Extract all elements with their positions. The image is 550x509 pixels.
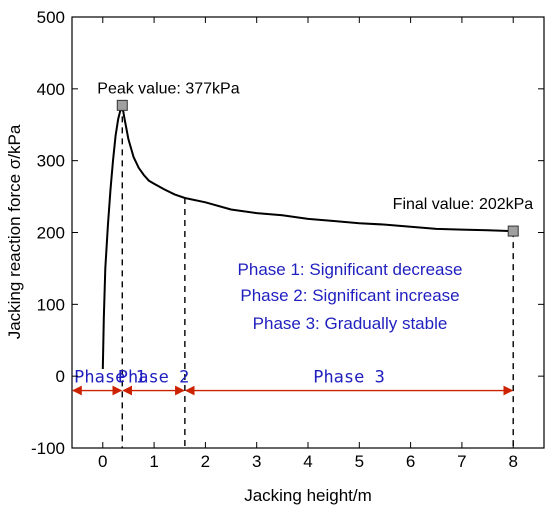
y-tick-label: 100 <box>37 295 65 314</box>
x-tick-label: 3 <box>252 452 261 471</box>
final-annotation: Final value: 202kPa <box>393 196 534 213</box>
y-tick-label: 500 <box>37 8 65 27</box>
phase-label: Phase 3 <box>313 368 385 388</box>
y-tick-label: 400 <box>37 80 65 99</box>
x-tick-label: 2 <box>201 452 210 471</box>
x-tick-label: 5 <box>355 452 364 471</box>
x-axis-label: Jacking height/m <box>244 486 372 505</box>
x-tick-label: 1 <box>149 452 158 471</box>
phase-description: Phase 3: Gradually stable <box>253 314 448 333</box>
x-tick-label: 6 <box>406 452 415 471</box>
data-marker <box>507 225 519 237</box>
phase-description: Phase 2: Significant increase <box>240 286 459 305</box>
x-tick-label: 8 <box>508 452 517 471</box>
y-axis-label: Jacking reaction force σ/kPa <box>5 124 24 339</box>
data-marker <box>116 99 128 111</box>
y-tick-label: -100 <box>31 439 65 458</box>
y-tick-label: 200 <box>37 224 65 243</box>
phase-description: Phase 1: Significant decrease <box>238 260 463 279</box>
phase-label: Phase 1 <box>74 368 146 388</box>
y-tick-label: 300 <box>37 152 65 171</box>
x-tick-label: 0 <box>98 452 107 471</box>
y-tick-label: 0 <box>56 367 65 386</box>
phase-label: Phase 2 <box>118 368 190 388</box>
x-tick-label: 7 <box>457 452 466 471</box>
x-tick-label: 4 <box>303 452 312 471</box>
peak-annotation: Peak value: 377kPa <box>97 80 239 97</box>
series-line <box>101 101 514 370</box>
